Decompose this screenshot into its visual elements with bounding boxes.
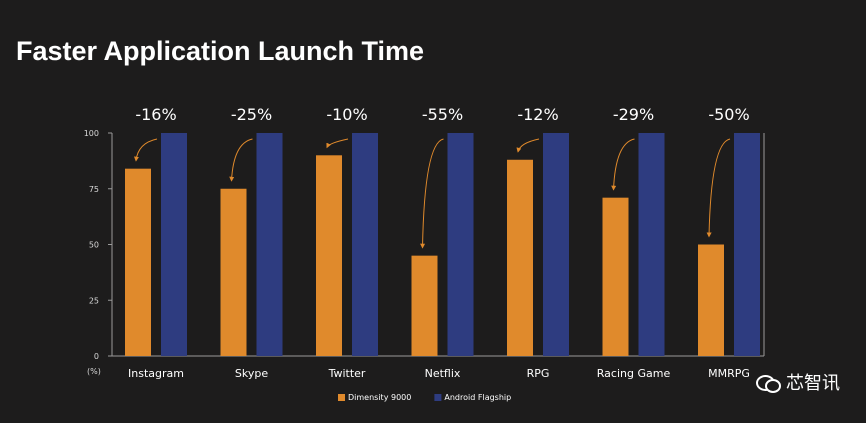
bar-android-flagship (352, 133, 378, 356)
x-tick-label: Racing Game (597, 367, 671, 380)
reduction-arrow (420, 138, 444, 249)
reduction-label: -55% (422, 105, 463, 124)
bar-android-flagship (447, 133, 474, 356)
x-tick-label: Skype (235, 367, 268, 380)
reduction-label: -10% (326, 105, 367, 124)
reduction-label: -16% (135, 105, 176, 124)
y-tick-label: 25 (89, 296, 99, 305)
bar-android-flagship (161, 133, 187, 356)
wechat-icon (756, 372, 781, 393)
y-tick-label: 100 (84, 129, 99, 138)
y-tick-label: 75 (89, 185, 99, 194)
bar-android-flagship (256, 133, 283, 356)
x-tick-label: RPG (527, 367, 550, 380)
bar-android-flagship (543, 133, 569, 356)
x-tick-label: Instagram (128, 367, 184, 380)
bar-android-flagship (734, 133, 760, 356)
reduction-arrow (611, 138, 635, 191)
bar-dimensity-9000 (316, 155, 342, 356)
reduction-label: -50% (708, 105, 749, 124)
legend-swatch (434, 394, 442, 401)
bar-dimensity-9000 (698, 244, 724, 356)
y-tick-label: 0 (94, 352, 99, 361)
bar-dimensity-9000 (507, 159, 533, 356)
reduction-arrow (326, 138, 349, 149)
bar-dimensity-9000 (125, 168, 151, 356)
legend-label: Dimensity 9000 (348, 393, 411, 402)
y-tick-label: 50 (89, 241, 99, 250)
y-axis-unit: (%) (87, 367, 101, 376)
legend-swatch (338, 394, 345, 401)
bar-dimensity-9000 (411, 255, 438, 356)
watermark: 芯智讯 (756, 369, 840, 395)
watermark-text: 芯智讯 (786, 373, 840, 394)
x-tick-label: MMRPG (708, 367, 750, 380)
reduction-arrow (516, 138, 540, 153)
reduction-label: -12% (517, 105, 558, 124)
x-tick-label: Netflix (425, 367, 461, 380)
bar-dimensity-9000 (220, 188, 247, 356)
reduction-label: -25% (231, 105, 272, 124)
reduction-arrow (133, 138, 158, 162)
x-tick-label: Twitter (328, 367, 366, 380)
legend-label: Android Flagship (444, 393, 511, 402)
reduction-arrow (229, 138, 253, 182)
reduction-arrow (706, 138, 731, 238)
chart-title: Faster Application Launch Time (16, 36, 425, 66)
reduction-label: -29% (613, 105, 654, 124)
bar-android-flagship (638, 133, 665, 356)
bar-dimensity-9000 (602, 197, 629, 356)
